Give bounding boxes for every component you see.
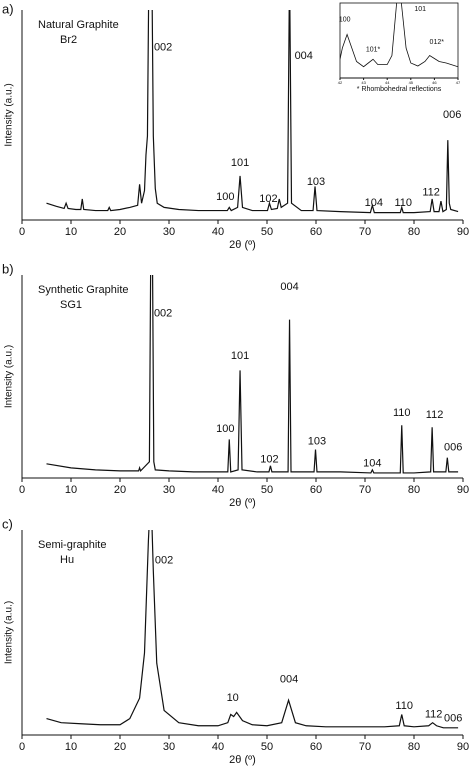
peak-label: 112	[422, 187, 440, 199]
peak-label: 103	[307, 176, 325, 188]
panel: 0 10 20 30 40 50 60 70 80 90 002 10 004 110 112 006 c) Se…	[2, 516, 469, 766]
peak-label: 100	[216, 423, 234, 435]
panel-subtitle: SG1	[60, 299, 82, 311]
x-tick-label: 10	[65, 484, 77, 496]
x-tick-label: 80	[408, 484, 420, 496]
x-tick-label: 40	[212, 741, 224, 753]
x-tick-label: 80	[408, 741, 420, 753]
x-tick-label: 10	[65, 741, 77, 753]
x-tick-label: 90	[457, 741, 469, 753]
peak-label: 101	[231, 157, 249, 169]
peak-label: 004	[280, 674, 298, 686]
x-tick-label: 80	[408, 226, 420, 238]
y-axis-label: Intensity (a.u.)	[4, 345, 15, 408]
x-tick-label: 50	[261, 484, 273, 496]
panel-letter: b)	[2, 261, 14, 276]
x-tick-label: 45	[409, 80, 414, 85]
x-tick-label: 90	[457, 484, 469, 496]
peak-label: 002	[154, 42, 172, 54]
x-tick-label: 20	[114, 226, 126, 238]
y-axis-label: Intensity (a.u.)	[4, 601, 15, 664]
peak-label: 101	[414, 6, 426, 13]
x-tick-label: 70	[359, 484, 371, 496]
y-axis-label: Intensity (a.u.)	[4, 83, 15, 146]
x-tick-label: 70	[359, 226, 371, 238]
x-tick-label: 47	[456, 80, 461, 85]
panel-letter: c)	[2, 516, 13, 531]
peak-label: 002	[155, 555, 173, 567]
panel-title: Natural Graphite	[38, 19, 119, 31]
x-axis-label: 2θ (º)	[229, 497, 256, 509]
x-tick-label: 50	[261, 226, 273, 238]
x-axis-label: 2θ (º)	[229, 754, 256, 766]
peak-label: 006	[444, 713, 462, 725]
peak-label: 101*	[366, 46, 381, 53]
x-tick-label: 42	[338, 80, 343, 85]
spectrum-line	[46, 530, 459, 729]
peak-label: 110	[393, 407, 411, 419]
peak-label: 110	[395, 700, 413, 712]
x-axis-label: 2θ (º)	[229, 239, 256, 251]
x-tick-label: 60	[310, 741, 322, 753]
peak-label: 006	[444, 441, 462, 453]
peak-label: 012*	[430, 39, 445, 46]
peak-label: 006	[443, 109, 461, 121]
peak-label: 002	[154, 307, 172, 319]
x-tick-label: 0	[19, 226, 25, 238]
x-tick-label: 44	[385, 80, 390, 85]
x-tick-label: 0	[19, 741, 25, 753]
peak-label: 004	[280, 281, 298, 293]
peak-label: 112	[425, 708, 443, 720]
panel: 0 10 20 30 40 50 60 70 80 90 002 004 101 100 102 103 104…	[2, 1, 469, 251]
x-tick-label: 20	[114, 741, 126, 753]
x-tick-label: 30	[163, 484, 175, 496]
panel-title: Synthetic Graphite	[38, 284, 129, 296]
x-tick-label: 20	[114, 484, 126, 496]
spectrum-line	[340, 3, 458, 68]
peak-label: 104	[365, 197, 383, 209]
x-tick-label: 60	[310, 484, 322, 496]
peak-label: 102	[259, 193, 277, 205]
panel-letter: a)	[2, 1, 14, 16]
peak-label: 101	[231, 350, 249, 362]
x-tick-label: 30	[163, 226, 175, 238]
x-tick-label: 90	[457, 226, 469, 238]
peak-label: 10	[227, 692, 239, 704]
panel: 0 10 20 30 40 50 60 70 80 90 002 101 100 102 004 103 104…	[2, 261, 469, 509]
peak-label: 110	[394, 197, 412, 209]
x-tick-label: 40	[212, 226, 224, 238]
panel-subtitle: Br2	[60, 34, 77, 46]
inset-note: * Rhombohedral reflections	[357, 86, 442, 93]
x-tick-label: 70	[359, 741, 371, 753]
panel-title: Semi-graphite	[38, 539, 106, 551]
x-tick-label: 10	[65, 226, 77, 238]
x-tick-label: 60	[310, 226, 322, 238]
peak-label: 102	[260, 454, 278, 466]
peak-label: 100	[339, 16, 351, 23]
x-tick-label: 40	[212, 484, 224, 496]
x-tick-label: 46	[432, 80, 437, 85]
panel: 42 43 44 45 46 47 100 101* 101 012* * Rhombohedral…	[338, 2, 461, 93]
x-tick-label: 0	[19, 484, 25, 496]
peak-label: 103	[308, 435, 326, 447]
peak-label: 004	[295, 50, 313, 62]
x-tick-label: 50	[261, 741, 273, 753]
peak-label: 112	[426, 409, 444, 421]
spectrum-line	[46, 10, 459, 214]
panel-subtitle: Hu	[60, 554, 74, 566]
x-tick-label: 43	[361, 80, 366, 85]
peak-label: 100	[216, 191, 234, 203]
x-tick-label: 30	[163, 741, 175, 753]
peak-label: 104	[363, 458, 381, 470]
spectrum-line	[46, 275, 459, 474]
